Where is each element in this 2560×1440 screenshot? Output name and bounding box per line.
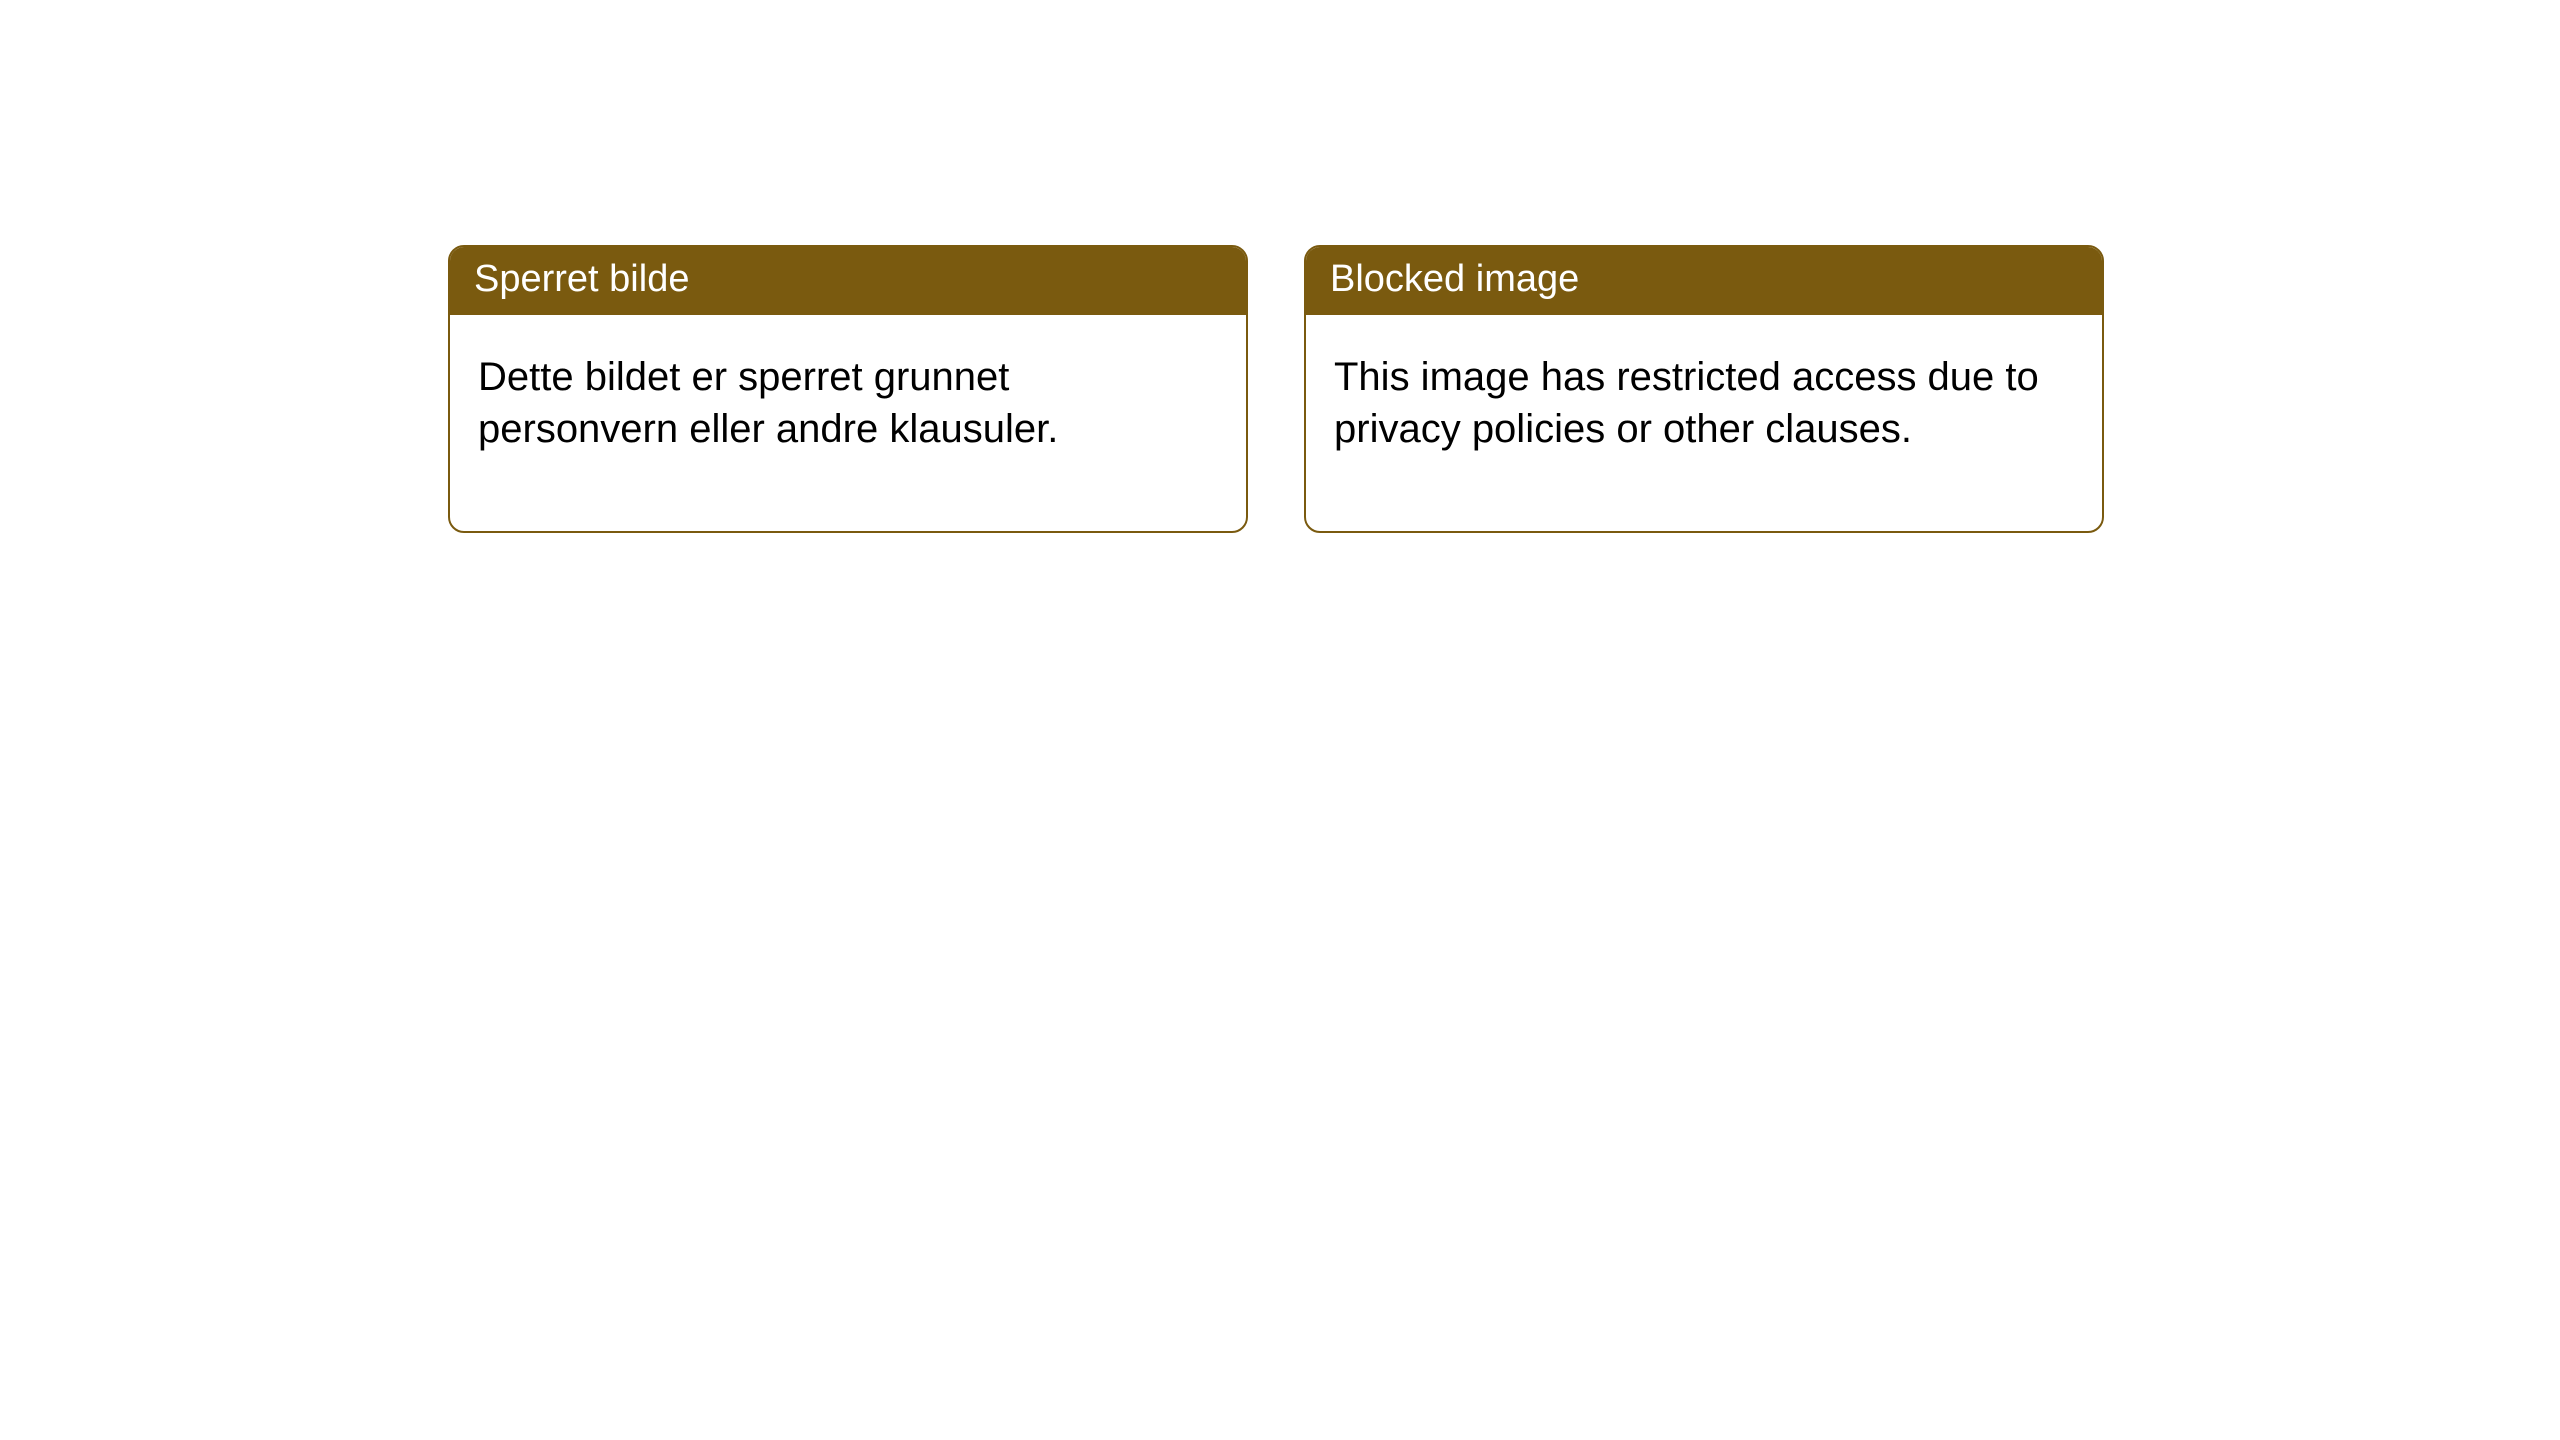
notice-body-english: This image has restricted access due to … (1306, 315, 2102, 531)
notice-card-english: Blocked image This image has restricted … (1304, 245, 2104, 533)
notice-card-norwegian: Sperret bilde Dette bildet er sperret gr… (448, 245, 1248, 533)
notice-container: Sperret bilde Dette bildet er sperret gr… (448, 245, 2104, 533)
notice-body-norwegian: Dette bildet er sperret grunnet personve… (450, 315, 1246, 531)
notice-title-english: Blocked image (1306, 247, 2102, 315)
notice-title-norwegian: Sperret bilde (450, 247, 1246, 315)
